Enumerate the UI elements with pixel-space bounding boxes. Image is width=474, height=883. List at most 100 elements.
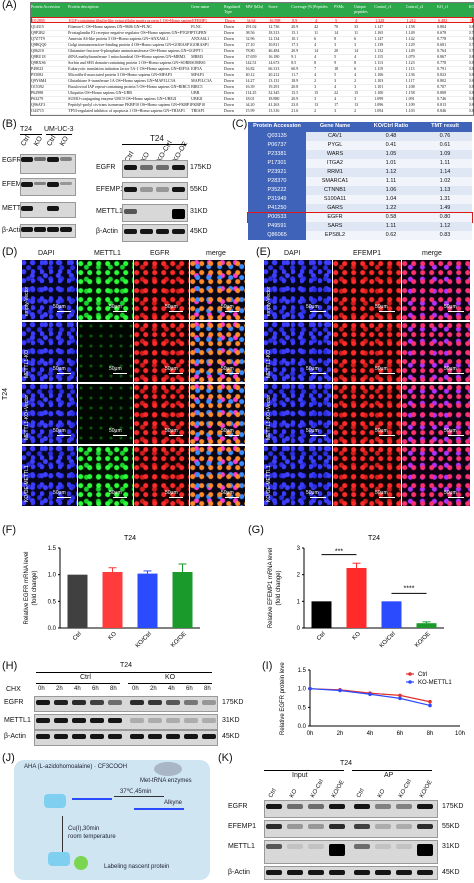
table-header-cell: Peptides bbox=[314, 4, 328, 9]
table-cell: 20.9 bbox=[291, 96, 299, 101]
table-header-cell: KO_r2 bbox=[468, 4, 474, 9]
blot-band bbox=[184, 734, 198, 739]
time-label: 0h bbox=[132, 686, 139, 692]
table-cell: 0.823 bbox=[437, 72, 447, 77]
table-cell: 1.115 bbox=[374, 54, 384, 59]
bar bbox=[137, 573, 158, 628]
x-tick-label: 8h bbox=[427, 731, 434, 737]
highlight-cell: 1.212 bbox=[406, 18, 416, 23]
blot-band bbox=[36, 734, 50, 739]
blot-band bbox=[156, 229, 169, 234]
scale-label: 50μm bbox=[165, 490, 178, 496]
lane-label: KO bbox=[289, 788, 299, 799]
y-axis-label: Relative EGFR protein level bbox=[280, 662, 286, 735]
blot-band bbox=[202, 734, 216, 739]
blot-band bbox=[130, 718, 144, 723]
table-cell: 78.80 bbox=[245, 48, 255, 53]
table-cell: 0.816 bbox=[468, 78, 474, 83]
c-cell: 1.06 bbox=[385, 187, 397, 193]
table-cell: 4 bbox=[334, 96, 337, 101]
table-cell: 0.850 bbox=[468, 84, 474, 89]
y-tick-label: 0.0 bbox=[48, 626, 57, 632]
y-axis-label: Relative EGFR mRNA level bbox=[24, 551, 30, 624]
c-cell: P35222 bbox=[267, 187, 287, 193]
k-header: T24 bbox=[340, 760, 353, 767]
table-cell: 14 bbox=[334, 30, 339, 35]
micro-tile: 50μm bbox=[78, 384, 133, 444]
d-side-label: T24 bbox=[2, 387, 9, 400]
h-header: T24 bbox=[120, 662, 133, 669]
micro-tile: 50μm bbox=[333, 260, 401, 320]
scale-bar bbox=[379, 373, 395, 374]
bar bbox=[381, 601, 402, 628]
lane-label: Ctrl bbox=[20, 134, 32, 148]
panel-g-label: (G) bbox=[248, 524, 264, 536]
table-cell: TRIAP1 bbox=[191, 108, 205, 113]
table-cell: 18 bbox=[334, 66, 339, 71]
arrow-step1 bbox=[114, 796, 164, 797]
alkyne-chain bbox=[134, 808, 184, 810]
table-header-cell: MW [kDa] bbox=[245, 4, 264, 9]
micro-tile: 50μm bbox=[402, 446, 470, 506]
table-cell: 18.01 bbox=[245, 96, 255, 101]
e-row-label: METTL1-KO bbox=[266, 349, 272, 378]
blot-band bbox=[108, 734, 122, 739]
scale-bar bbox=[448, 497, 464, 498]
panel-i-label: (I) bbox=[262, 660, 273, 672]
table-cell: 291.02 bbox=[245, 24, 257, 29]
time-label: 2h bbox=[56, 686, 63, 692]
table-cell: 1.108 bbox=[405, 84, 415, 89]
lane-label: KO bbox=[59, 135, 71, 148]
table-cell: 1.117 bbox=[405, 78, 415, 83]
c-cell: P41250 bbox=[267, 205, 287, 211]
d-col-label: merge bbox=[206, 250, 226, 257]
kd-label: 45KD bbox=[222, 733, 240, 740]
blot-band bbox=[396, 824, 412, 829]
c-row: P23921 RRM1 1.12 1.14 bbox=[248, 168, 472, 177]
blot-band bbox=[156, 165, 169, 170]
blot-band bbox=[36, 718, 50, 723]
time-label: 6h bbox=[92, 686, 99, 692]
panel-a-body: Q14315 Filamin-C OS=Homo sapiens OX=9606 … bbox=[31, 24, 474, 115]
table-row: Q14315 Filamin-C OS=Homo sapiens OX=9606 … bbox=[31, 24, 474, 31]
table-cell: 0.869 bbox=[468, 90, 474, 95]
table-header-cell: Protein description bbox=[68, 4, 99, 9]
table-cell: Down bbox=[224, 108, 234, 113]
highlight-cell: 16.598 bbox=[269, 18, 281, 23]
scale-bar bbox=[225, 497, 239, 498]
table-cell: TP53-regulated inhibitor of apoptosis 1 … bbox=[68, 108, 186, 113]
table-header-cell: PSMs bbox=[334, 4, 344, 9]
blot-strip bbox=[122, 182, 188, 200]
table-cell: 1.096 bbox=[374, 102, 384, 107]
c-cell: 1.22 bbox=[385, 205, 397, 211]
table-cell: FKBP10 bbox=[191, 102, 206, 107]
table-cell: 2 bbox=[314, 108, 317, 113]
legend-marker bbox=[408, 672, 412, 676]
table-cell: 1.106 bbox=[374, 72, 384, 77]
micro-tile: 50μm bbox=[402, 384, 470, 444]
table-cell: 0.844 bbox=[468, 72, 474, 77]
blot-band bbox=[287, 824, 303, 829]
micro-tile: 50μm bbox=[78, 260, 133, 320]
table-cell: 0.867 bbox=[468, 102, 474, 107]
protein-label-right: EFEMP1 bbox=[96, 186, 125, 193]
scale-label: 50μm bbox=[306, 490, 319, 496]
scale-label: 50μm bbox=[165, 366, 178, 372]
step2a-label: Cu(I),30min bbox=[68, 826, 100, 832]
c-cell: 1.09 bbox=[439, 151, 451, 157]
table-cell: 40.12 bbox=[245, 72, 255, 77]
table-header-cell: KO_r1 bbox=[437, 4, 449, 9]
series-point bbox=[308, 686, 312, 691]
protein-label-right: EGFR bbox=[96, 164, 116, 171]
c-cell: P17301 bbox=[267, 160, 287, 166]
blot-band bbox=[375, 844, 391, 849]
blot-band bbox=[396, 844, 412, 849]
table-cell: O15392 bbox=[31, 84, 44, 89]
table-cell: MAP1LC3A bbox=[191, 78, 212, 83]
table-cell: 1.139 bbox=[374, 42, 384, 47]
blot-band bbox=[166, 700, 180, 705]
scale-bar bbox=[113, 497, 127, 498]
table-cell: 0.778 bbox=[437, 36, 447, 41]
micro-tile: KO/OE-METTL1 50μm bbox=[22, 446, 77, 506]
blot-band bbox=[396, 804, 412, 809]
